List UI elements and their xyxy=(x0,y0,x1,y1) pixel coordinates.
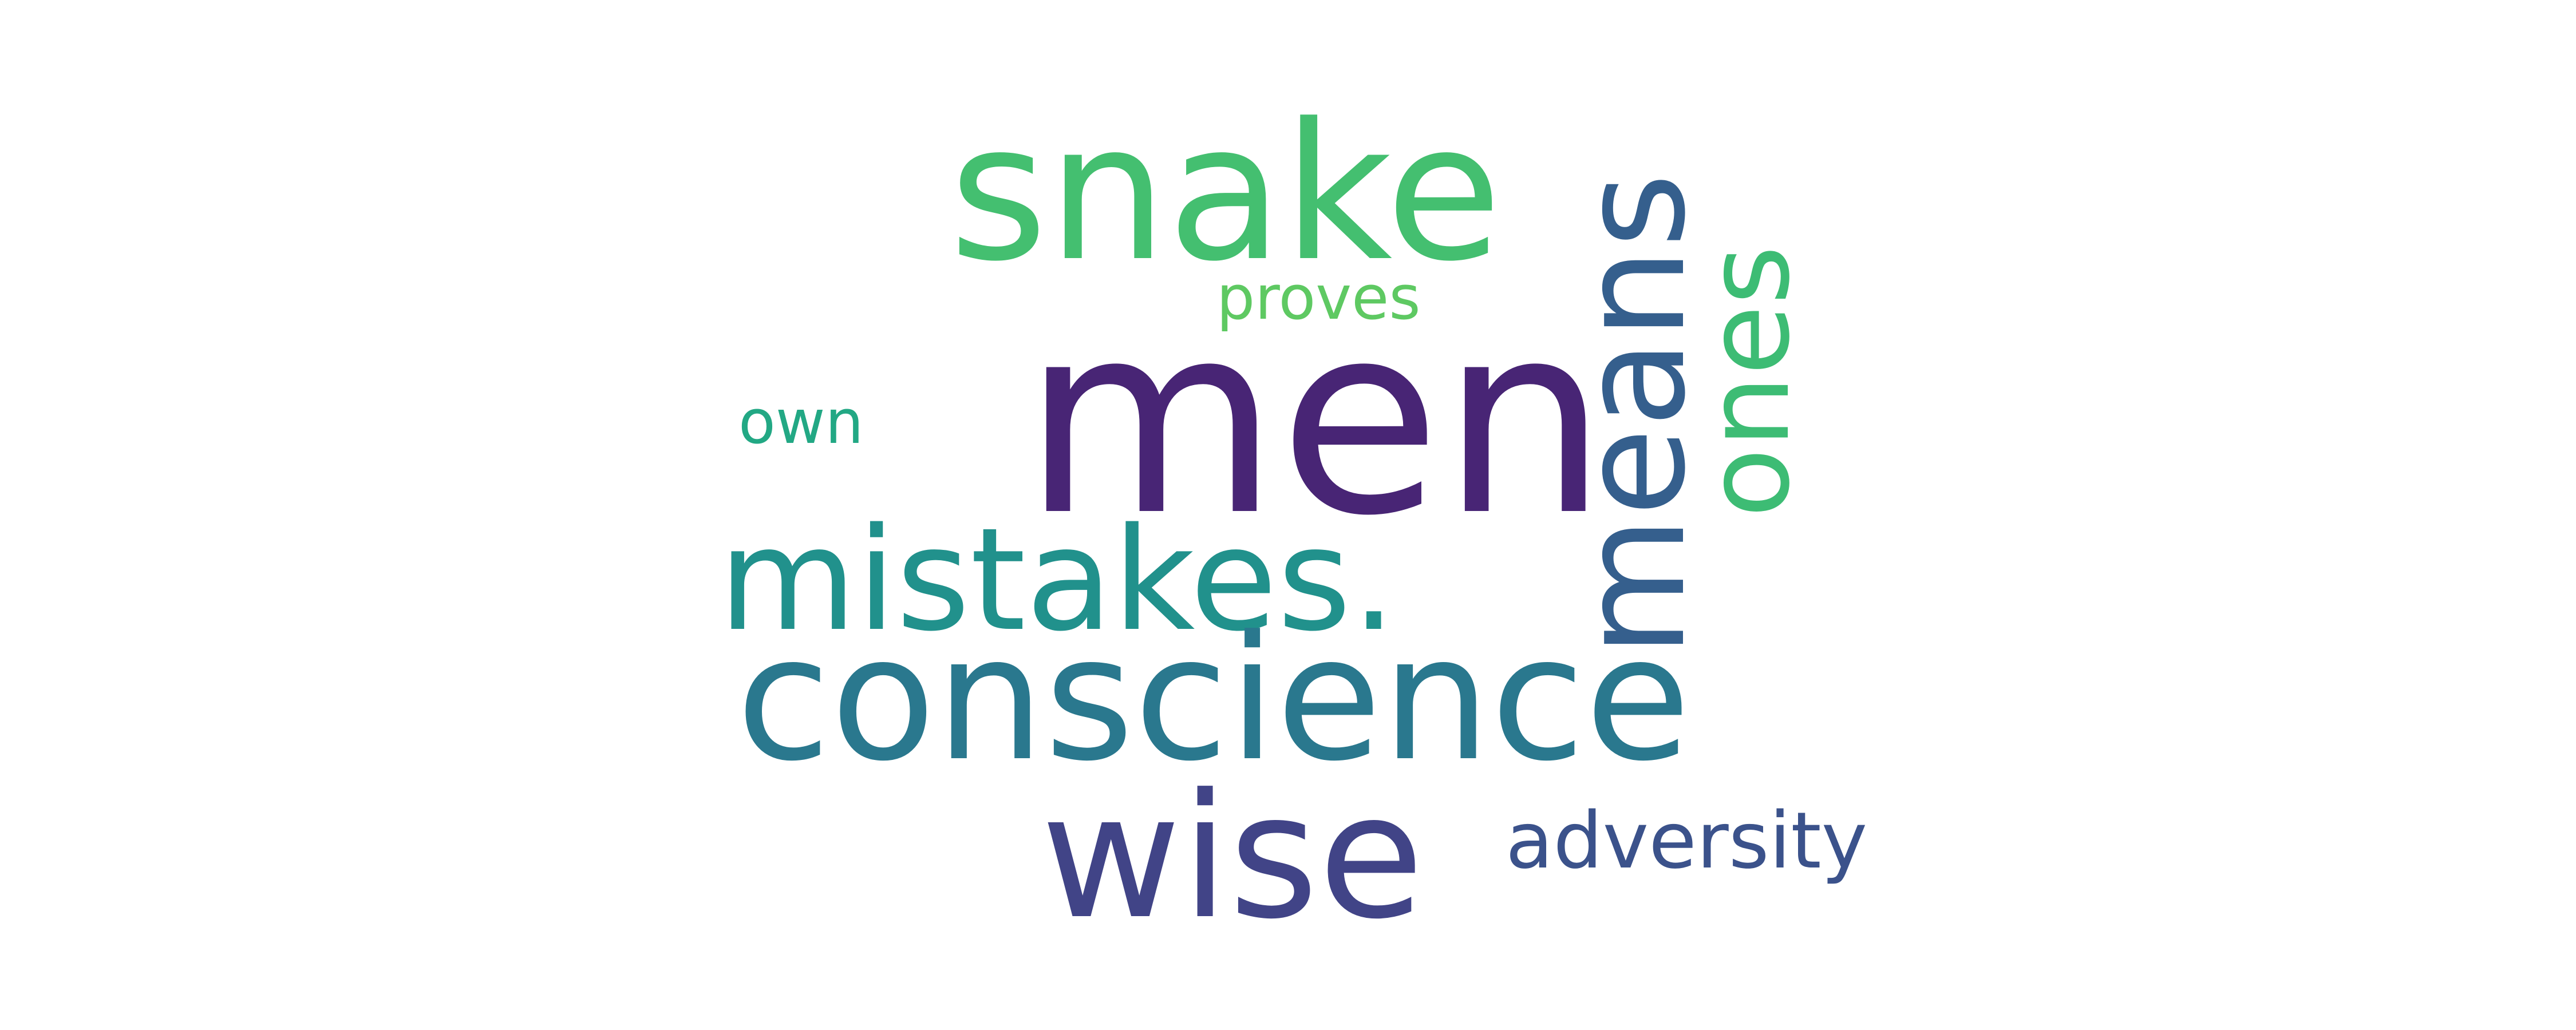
word-men: men xyxy=(1022,267,1608,573)
word-wise: wise xyxy=(1041,757,1424,957)
word-proves: proves xyxy=(1216,263,1421,333)
word-ones: ones xyxy=(1682,245,1815,518)
word-snake: snake xyxy=(949,83,1502,303)
word-conscience: conscience xyxy=(736,599,1691,799)
word-mistakes: mistakes. xyxy=(718,498,1397,663)
word-adversity: adversity xyxy=(1506,796,1868,886)
word-own: own xyxy=(738,387,864,457)
